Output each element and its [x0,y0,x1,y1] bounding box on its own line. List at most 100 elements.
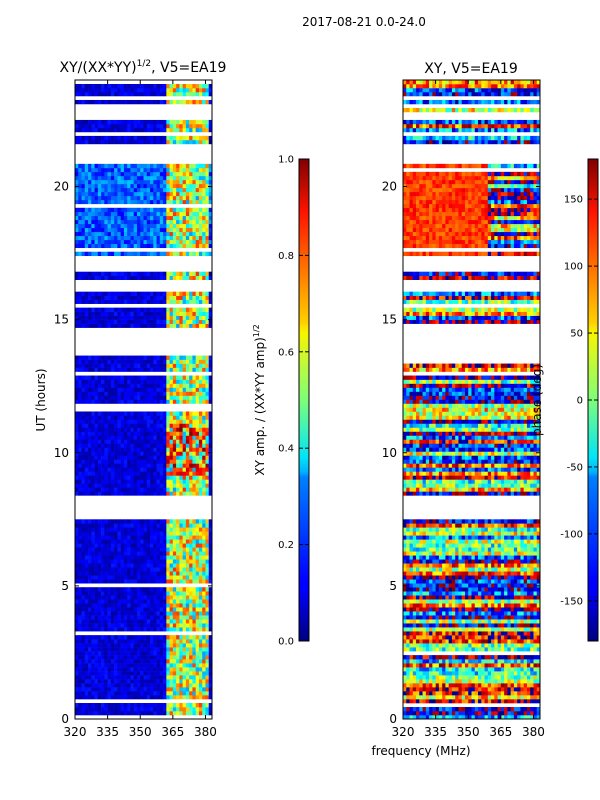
heatmap-cell [146,207,151,213]
heatmap-cell [127,611,131,616]
amplitude-heatmap-row [75,611,212,616]
heatmap-cell [107,175,112,181]
heatmap-cell [104,163,108,169]
heatmap-cell [150,179,154,185]
heatmap-cell [75,547,79,552]
heatmap-cell [97,559,102,564]
heatmap-cell [208,411,212,416]
heatmap-cell [88,575,92,580]
heatmap-cell [81,623,86,628]
heatmap-cell [117,431,121,436]
heatmap-cell [97,219,102,225]
heatmap-cell [172,539,177,544]
heatmap-cell [120,595,125,600]
heatmap-cell [81,215,86,221]
heatmap-cell [84,543,89,548]
heatmap-cell [133,695,138,700]
heatmap-cell [195,635,200,640]
heatmap-cell [198,427,203,432]
heatmap-cell [166,531,170,536]
heatmap-cell [153,467,157,472]
heatmap-cell [75,447,79,452]
heatmap-cell [88,599,92,604]
heatmap-cell [198,587,203,592]
heatmap-cell [140,183,144,189]
heatmap-cell [156,663,161,668]
heatmap-cell [143,199,148,205]
heatmap-cell [75,375,79,380]
heatmap-cell [114,439,118,444]
heatmap-cell [78,627,82,632]
heatmap-cell [195,555,200,560]
heatmap-cell [179,647,183,652]
heatmap-cell [179,691,183,696]
heatmap-cell [104,443,108,448]
heatmap-cell [195,599,200,604]
heatmap-cell [110,679,115,684]
heatmap-cell [75,619,79,624]
heatmap-cell [146,667,151,672]
heatmap-cell [84,475,89,480]
heatmap-cell [159,571,164,576]
heatmap-cell [143,519,148,524]
heatmap-cell [192,559,196,564]
heatmap-cell [88,427,92,432]
heatmap-cell [202,139,206,145]
heatmap-cell [198,527,203,532]
heatmap-cell [176,659,180,664]
heatmap-cell [182,215,187,221]
heatmap-cell [81,315,86,320]
heatmap-cell [130,227,135,233]
heatmap-cell [120,647,125,652]
heatmap-cell [159,683,164,688]
heatmap-cell [94,375,99,380]
heatmap-cell [110,359,115,364]
heatmap-cell [140,379,144,384]
heatmap-cell [84,99,89,105]
heatmap-cell [127,595,131,600]
heatmap-cell [88,175,92,181]
heatmap-cell [133,359,138,364]
heatmap-cell [75,543,79,548]
heatmap-cell [166,311,170,316]
heatmap-cell [91,239,95,245]
heatmap-cell [198,651,203,656]
heatmap-cell [104,635,108,640]
heatmap-cell [208,635,212,640]
heatmap-cell [110,547,115,552]
heatmap-cell [179,447,183,452]
heatmap-cell [91,391,95,396]
heatmap-cell [107,387,112,392]
heatmap-cell [78,163,82,169]
heatmap-cell [153,439,157,444]
heatmap-cell [172,291,177,296]
heatmap-cell [114,99,118,105]
heatmap-cell [107,223,112,229]
heatmap-cell [192,531,196,536]
heatmap-cell [163,543,167,548]
heatmap-cell [81,671,86,676]
heatmap-cell [163,323,167,328]
heatmap-cell [110,615,115,620]
heatmap-cell [130,463,135,468]
heatmap-cell [150,323,154,328]
heatmap-cell [127,235,131,241]
heatmap-cell [169,595,174,600]
heatmap-cell [159,531,164,536]
heatmap-cell [159,667,164,672]
heatmap-cell [159,451,164,456]
heatmap-cell [182,491,187,496]
heatmap-cell [78,355,82,360]
heatmap-cell [182,707,187,712]
heatmap-cell [153,323,157,328]
heatmap-cell [172,575,177,580]
heatmap-cell [208,119,212,125]
heatmap-cell [156,707,161,712]
heatmap-cell [179,659,183,664]
heatmap-cell [84,119,89,125]
heatmap-cell [179,439,183,444]
heatmap-cell [185,363,190,368]
heatmap-cell [78,179,82,185]
heatmap-cell [185,239,190,245]
heatmap-cell [78,423,82,428]
